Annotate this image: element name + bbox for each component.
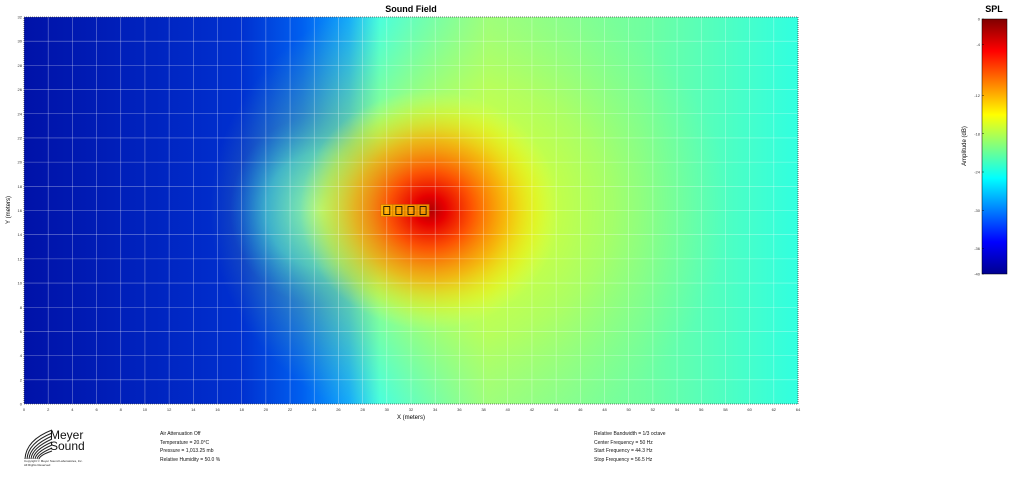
x-tick-label: 2: [47, 407, 50, 412]
frequency-line: Stop Frequency = 56.5 Hz: [594, 456, 653, 463]
colorbar-tick-label: -24: [974, 170, 981, 175]
plot-frame: [23, 16, 799, 405]
logo-wave-icon: [24, 429, 53, 460]
x-tick-label: 4: [71, 407, 74, 412]
loudspeaker-icon: [407, 206, 415, 215]
logo-copyright: Copyright © Meyer Sound Laboratories, In…: [24, 459, 83, 467]
x-axis-label: X (meters): [397, 415, 425, 421]
x-tick-label: 58: [723, 407, 728, 412]
y-tick-label: 18: [18, 184, 23, 189]
x-tick-label: 56: [699, 407, 704, 412]
colorbar: [981, 18, 1008, 275]
frequency-line: Center Frequency = 50 Hz: [594, 439, 653, 446]
x-tick-label: 18: [239, 407, 244, 412]
x-tick-label: 10: [143, 407, 148, 412]
x-tick-label: 28: [360, 407, 365, 412]
colorbar-tick-label: -36: [974, 246, 981, 251]
y-tick-label: 2: [20, 377, 23, 382]
x-tick-label: 32: [409, 407, 414, 412]
chart-title: Sound Field: [385, 4, 437, 14]
x-tick-label: 48: [602, 407, 607, 412]
x-tick-label: 60: [747, 407, 752, 412]
y-tick-label: 14: [18, 232, 23, 237]
colorbar-tick-label: -12: [974, 93, 981, 98]
y-tick-label: 20: [18, 160, 23, 165]
loudspeaker-icon: [383, 206, 391, 215]
x-tick-label: 12: [167, 407, 172, 412]
atmospheric-conditions: Air Attenuation Off Temperature = 20.0°C…: [160, 430, 220, 464]
colorbar-title: SPL: [985, 4, 1003, 14]
x-tick-label: 36: [457, 407, 462, 412]
y-tick-label: 32: [18, 15, 23, 20]
x-tick-label: 8: [120, 407, 123, 412]
loudspeaker-sources: [380, 204, 430, 217]
y-tick-label: 8: [20, 305, 23, 310]
y-tick-label: 6: [20, 329, 23, 334]
x-tick-label: 24: [312, 407, 317, 412]
x-tick-label: 50: [626, 407, 631, 412]
x-tick-label: 34: [433, 407, 438, 412]
condition-line: Air Attenuation Off: [160, 431, 201, 437]
frequency-line: Relative Bandwidth = 1/3 octave: [594, 431, 666, 437]
frequency-settings: Relative Bandwidth = 1/3 octave Center F…: [594, 430, 666, 464]
colorbar-label: Amplitude (dB): [962, 126, 968, 166]
sound-field-heatmap: [24, 17, 798, 404]
colorbar-tick-label: -30: [974, 208, 981, 213]
loudspeaker-icon: [395, 206, 403, 215]
x-tick-label: 26: [336, 407, 341, 412]
colorbar-tick-label: -18: [974, 131, 981, 136]
y-tick-label: 4: [20, 353, 23, 358]
x-tick-label: 6: [95, 407, 98, 412]
colorbar-tick-label: -40: [974, 272, 981, 277]
y-tick-label: 28: [18, 63, 23, 68]
x-tick-label: 38: [481, 407, 486, 412]
y-tick-label: 26: [18, 87, 23, 92]
y-tick-label: 24: [18, 111, 23, 116]
condition-line: Pressure = 1,013.25 mb: [160, 448, 214, 454]
logo-name: Meyer Sound: [50, 428, 85, 453]
y-axis-label: Y (meters): [6, 196, 12, 224]
x-tick-label: 16: [215, 407, 220, 412]
frequency-line: Start Frequency = 44.3 Hz: [594, 448, 653, 454]
x-tick-label: 0: [23, 407, 26, 412]
x-tick-label: 40: [506, 407, 511, 412]
x-tick-label: 30: [385, 407, 390, 412]
loudspeaker-icon: [419, 206, 427, 215]
colorbar-tick-label: 0: [978, 17, 981, 22]
x-tick-label: 42: [530, 407, 535, 412]
colorbar-tick-label: -4: [976, 42, 980, 47]
x-tick-label: 64: [796, 407, 801, 412]
condition-line: Temperature = 20.0°C: [160, 439, 210, 446]
meyer-sound-logo: Meyer Sound Copyright © Meyer Sound Labo…: [24, 428, 104, 472]
y-tick-label: 16: [18, 208, 23, 213]
y-tick-label: 0: [20, 402, 23, 407]
condition-line: Relative Humidity = 50.0 %: [160, 456, 221, 463]
x-tick-label: 46: [578, 407, 583, 412]
x-tick-label: 54: [675, 407, 680, 412]
y-tick-label: 12: [18, 256, 23, 261]
x-tick-label: 14: [191, 407, 196, 412]
colorbar-ticks: 0 -4 -12 -18 -24 -30 -36 -40: [974, 17, 984, 277]
x-tick-label: 62: [772, 407, 777, 412]
x-tick-label: 20: [264, 407, 269, 412]
x-axis-ticks: 0 2 4 6 8 10 12 14 16 18 20 22 24 26 28 30 32 34 36 38 40 42 4…: [23, 407, 801, 412]
y-tick-label: 22: [18, 135, 23, 140]
x-tick-label: 22: [288, 407, 293, 412]
x-tick-label: 44: [554, 407, 559, 412]
y-tick-label: 30: [18, 39, 23, 44]
y-tick-label: 10: [18, 281, 23, 286]
x-tick-label: 52: [651, 407, 656, 412]
